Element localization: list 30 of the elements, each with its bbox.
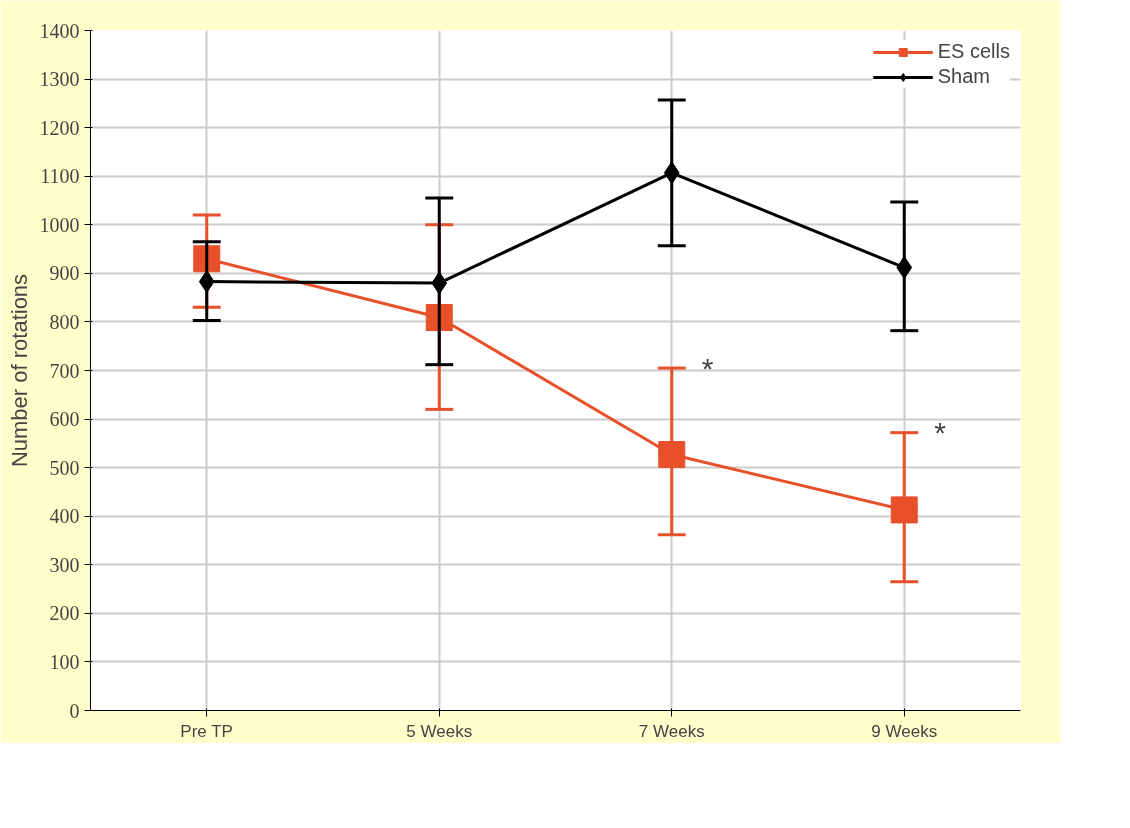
x-tick-label: 7 Weeks [638, 721, 705, 741]
y-tick-label: 500 [49, 456, 80, 479]
y-tick-label: 1000 [39, 213, 80, 236]
point [198, 270, 215, 294]
x-tick-label: 5 Weeks [406, 721, 473, 741]
y-tick-label: 100 [49, 650, 80, 673]
point [896, 256, 913, 280]
legend-label: ES cells [937, 40, 1010, 63]
y-tick-label: 700 [49, 359, 80, 382]
point [663, 161, 680, 185]
y-tick-label: 300 [49, 553, 80, 576]
y-axis-title: Number of rotations [6, 273, 32, 468]
y-tick-label: 600 [49, 408, 80, 431]
point [431, 271, 448, 295]
annotation: * [701, 351, 714, 385]
y-tick-label: 1100 [40, 165, 80, 188]
x-tick-label: 9 Weeks [871, 721, 938, 741]
y-tick-label: 400 [49, 505, 80, 528]
legend-label: Sham [937, 65, 990, 88]
y-tick-label: 900 [49, 262, 80, 285]
x-tick-label: Pre TP [180, 721, 233, 741]
y-tick-label: 800 [49, 310, 80, 333]
y-tick-label: 200 [49, 602, 80, 625]
annotation: * [934, 416, 947, 450]
y-tick-label: 0 [69, 699, 80, 722]
y-tick-label: 1400 [39, 19, 80, 42]
point [658, 441, 686, 469]
y-tick-label: 1300 [39, 68, 80, 91]
point [890, 496, 918, 524]
y-tick-label: 1200 [39, 116, 80, 139]
